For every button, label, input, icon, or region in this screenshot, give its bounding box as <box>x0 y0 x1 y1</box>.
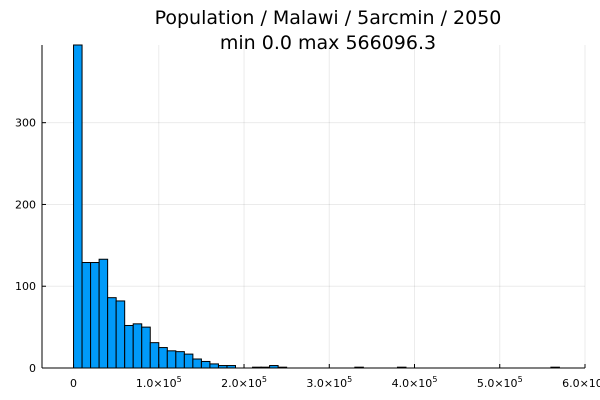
x-tick-label: 5.0×105 <box>477 375 523 390</box>
bars-group <box>73 44 560 369</box>
axes <box>41 45 586 369</box>
histogram-bar <box>98 258 109 369</box>
histogram-bar <box>115 300 126 369</box>
histogram-bar <box>183 353 194 369</box>
histogram-bar <box>141 326 151 369</box>
grid-lines <box>42 45 586 369</box>
histogram-bar <box>158 347 168 369</box>
y-tick-label: 100 <box>15 280 36 293</box>
tick-labels: 0 100 200 300 0 1.0×105 2.0×105 3.0×105 4.0×105 5… <box>15 117 600 390</box>
x-tick-label: 6.0×105 <box>562 375 600 390</box>
x-tick-label: 0 <box>70 377 77 390</box>
chart-title: Population / Malawi / 5arcmin / 2050 <box>155 7 502 29</box>
histogram-bar <box>132 323 143 369</box>
histogram-bar <box>90 262 100 369</box>
histogram-bar <box>192 358 202 369</box>
x-tick-label: 1.0×105 <box>136 375 182 390</box>
histogram-bar <box>166 350 177 369</box>
histogram-bar <box>73 44 83 369</box>
x-tick-label: 2.0×105 <box>221 375 267 390</box>
histogram-bar <box>81 262 92 369</box>
y-tick-label: 300 <box>15 117 36 130</box>
histogram-bar <box>107 297 117 369</box>
histogram-bar <box>124 324 134 369</box>
y-tick-label: 0 <box>29 362 36 375</box>
x-tick-label: 4.0×105 <box>392 375 438 390</box>
x-tick-label: 3.0×105 <box>306 375 352 390</box>
histogram-bar <box>175 351 185 369</box>
y-tick-label: 200 <box>15 198 36 211</box>
chart-subtitle: min 0.0 max 566096.3 <box>220 32 436 54</box>
histogram-bar <box>209 363 219 369</box>
histogram-bar <box>200 360 211 369</box>
histogram-bar <box>149 342 160 369</box>
